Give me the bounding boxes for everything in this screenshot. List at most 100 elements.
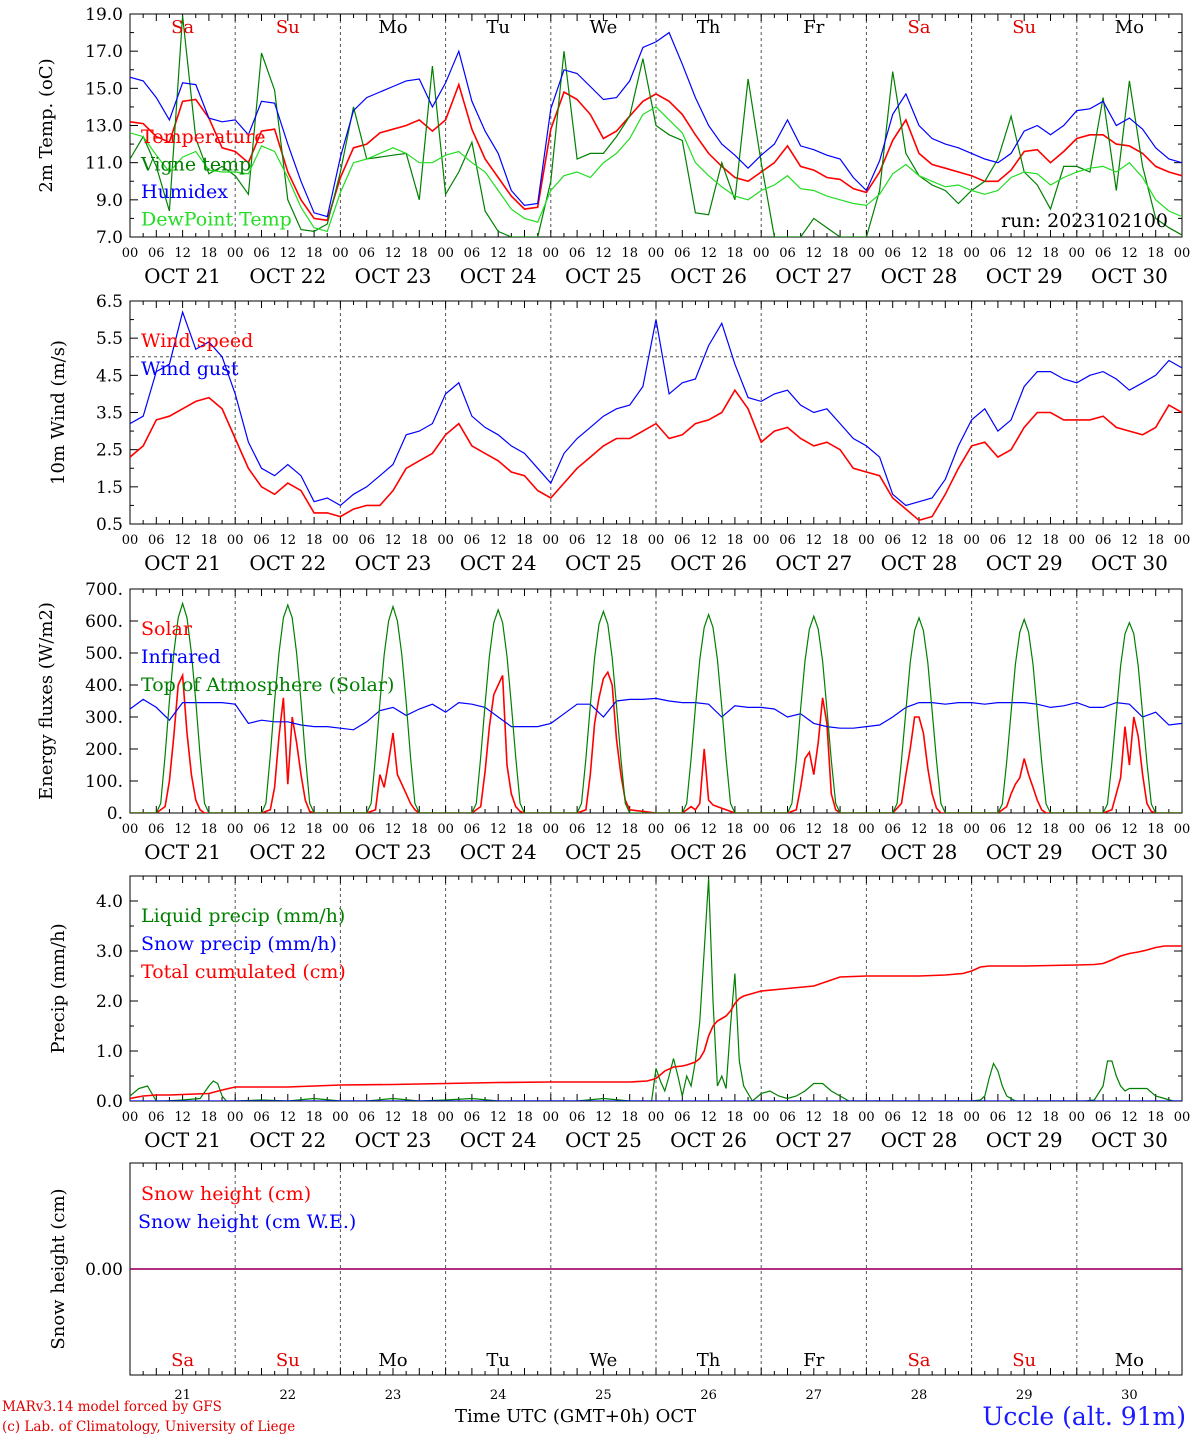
hour-tick-label: 06 <box>253 533 270 548</box>
date-label: OCT 27 <box>775 551 852 575</box>
date-label: OCT 29 <box>986 840 1063 864</box>
panel-precip: Precip (mm/h) <box>48 875 1183 1102</box>
hour-tick-label: 00 <box>1174 533 1191 548</box>
hour-tick-label: 06 <box>253 1110 270 1125</box>
hour-tick-label: 18 <box>832 246 849 261</box>
date-label: OCT 23 <box>355 840 432 864</box>
date-label: OCT 23 <box>355 1128 432 1152</box>
y-tick-label: 2.5 <box>96 441 123 461</box>
hour-tick-label: 00 <box>963 822 980 837</box>
hour-tick-label: 00 <box>858 533 875 548</box>
date-label: OCT 21 <box>144 1128 221 1152</box>
day-number-label: 25 <box>595 1388 612 1403</box>
hour-tick-label: 06 <box>253 246 270 261</box>
panel-frame <box>129 300 1183 525</box>
series-liquid-precip-mm-h- <box>130 878 1182 1101</box>
hour-tick-label: 12 <box>490 246 507 261</box>
legend-entry: Infrared <box>141 646 221 668</box>
hour-tick-label: 12 <box>1121 533 1138 548</box>
weekday-label: Sa <box>171 17 194 38</box>
hour-tick-label: 18 <box>306 533 323 548</box>
hour-tick-label: 12 <box>1016 1110 1033 1125</box>
hour-tick-label: 18 <box>516 533 533 548</box>
y-tick-label: 6.5 <box>96 292 123 312</box>
panel-temp: 2m Temp. (oC) <box>36 13 1183 238</box>
hour-tick-label: 06 <box>358 1110 375 1125</box>
hour-tick-label: 00 <box>648 533 665 548</box>
hour-tick-label: 06 <box>779 533 796 548</box>
hour-tick-label: 00 <box>1069 822 1086 837</box>
y-tick-label: 2.0 <box>96 992 123 1012</box>
date-label: OCT 21 <box>144 551 221 575</box>
date-label: OCT 24 <box>460 840 537 864</box>
date-label: OCT 24 <box>460 264 537 288</box>
hour-tick-label: 00 <box>543 246 560 261</box>
y-axis-label: Precip (mm/h) <box>48 923 69 1053</box>
hour-tick-label: 00 <box>227 822 244 837</box>
hour-tick-label: 12 <box>174 246 191 261</box>
hour-tick-label: 18 <box>411 533 428 548</box>
hour-tick-label: 06 <box>674 1110 691 1125</box>
date-label: OCT 28 <box>881 1128 958 1152</box>
y-tick-label: 100. <box>85 772 123 792</box>
hour-tick-label: 06 <box>148 1110 165 1125</box>
hour-tick-label: 12 <box>385 822 402 837</box>
hour-tick-label: 00 <box>122 1110 139 1125</box>
hour-tick-label: 12 <box>806 533 823 548</box>
hour-tick-label: 06 <box>990 246 1007 261</box>
hour-tick-label: 06 <box>990 822 1007 837</box>
hour-tick-label: 18 <box>411 822 428 837</box>
hour-tick-label: 12 <box>700 246 717 261</box>
weekday-label: Fr <box>803 17 824 38</box>
y-tick-label: 11.0 <box>85 154 123 174</box>
hour-tick-label: 12 <box>1016 246 1033 261</box>
hour-tick-label: 00 <box>437 1110 454 1125</box>
weekday-label: We <box>590 1350 618 1371</box>
weekday-label: Su <box>276 17 300 38</box>
hour-tick-label: 18 <box>937 822 954 837</box>
y-axis-label: Snow height (cm) <box>48 1188 69 1349</box>
hour-tick-label: 06 <box>674 246 691 261</box>
weekday-label: Tu <box>486 1350 510 1371</box>
hour-tick-label: 00 <box>227 1110 244 1125</box>
hour-tick-label: 18 <box>727 533 744 548</box>
legend-entry: Wind speed <box>141 330 253 352</box>
series-solar <box>130 670 1182 813</box>
hour-tick-label: 18 <box>937 533 954 548</box>
hour-tick-label: 06 <box>884 246 901 261</box>
panel-snow: Snow height (cm) <box>48 1162 1183 1376</box>
hour-tick-label: 00 <box>122 246 139 261</box>
hour-tick-label: 12 <box>911 246 928 261</box>
hour-tick-label: 12 <box>595 1110 612 1125</box>
hour-tick-label: 12 <box>174 1110 191 1125</box>
hour-tick-label: 00 <box>437 822 454 837</box>
y-tick-label: 13.0 <box>85 117 123 137</box>
hour-tick-label: 00 <box>648 822 665 837</box>
hour-tick-label: 12 <box>911 822 928 837</box>
hour-tick-label: 00 <box>963 1110 980 1125</box>
hour-tick-label: 18 <box>1147 1110 1164 1125</box>
hour-tick-label: 00 <box>543 533 560 548</box>
legend-entry: Liquid precip (mm/h) <box>141 905 345 927</box>
legend-entry: Snow height (cm W.E.) <box>138 1211 356 1233</box>
hour-tick-label: 00 <box>753 533 770 548</box>
weekday-label: Mo <box>378 1350 407 1371</box>
date-label: OCT 22 <box>249 840 326 864</box>
hour-tick-label: 18 <box>832 822 849 837</box>
legend-entry: Wind gust <box>141 358 239 380</box>
y-tick-label: 3.5 <box>96 404 123 424</box>
day-number-label: 22 <box>280 1388 297 1403</box>
date-label: OCT 22 <box>249 1128 326 1152</box>
hour-tick-label: 00 <box>332 246 349 261</box>
weekday-label: Sa <box>907 17 930 38</box>
hour-tick-label: 00 <box>1069 1110 1086 1125</box>
hour-tick-label: 12 <box>490 533 507 548</box>
hour-tick-label: 00 <box>648 1110 665 1125</box>
hour-tick-label: 18 <box>937 1110 954 1125</box>
hour-tick-label: 00 <box>858 822 875 837</box>
weekday-label: Su <box>1012 1350 1036 1371</box>
hour-tick-label: 12 <box>174 533 191 548</box>
day-number-label: 28 <box>911 1388 928 1403</box>
hour-tick-label: 18 <box>1042 246 1059 261</box>
series-top-of-atmosphere-solar- <box>130 601 1182 813</box>
